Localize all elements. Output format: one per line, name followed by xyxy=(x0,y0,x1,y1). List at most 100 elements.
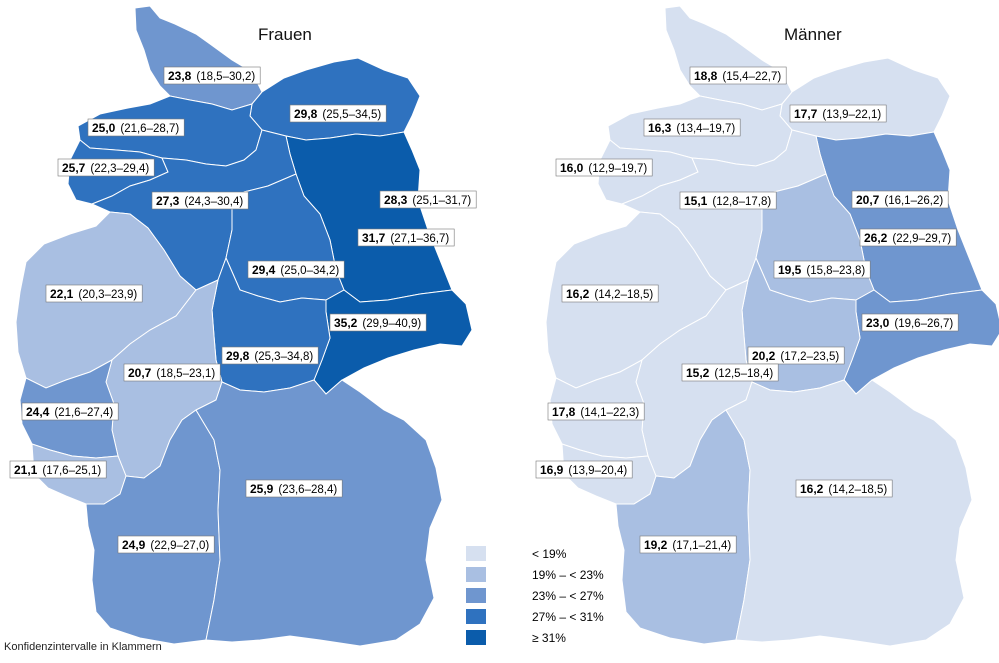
label-box xyxy=(859,228,957,247)
state-confidence-interval: (22,9–27,0) xyxy=(150,540,209,552)
state-confidence-interval: (25,3–34,8) xyxy=(254,351,313,363)
state-confidence-interval: (13,9–22,1) xyxy=(822,109,881,121)
region-mecklenburg-vorpommern xyxy=(249,57,421,141)
label-box xyxy=(57,158,155,177)
state-confidence-interval: (22,3–29,4) xyxy=(90,163,149,175)
label-box xyxy=(151,191,249,210)
state-label: 16,2 (14,2–18,5) xyxy=(561,284,659,303)
legend-label: < 19% xyxy=(532,547,567,561)
label-box xyxy=(851,190,949,209)
state-confidence-interval: (12,9–19,7) xyxy=(588,163,647,175)
state-confidence-interval: (16,1–26,2) xyxy=(884,195,943,207)
legend-label: 27% – < 31% xyxy=(532,610,604,624)
state-value: 16,2 xyxy=(800,482,824,496)
state-value: 25,0 xyxy=(92,121,116,135)
state-value: 16,2 xyxy=(566,287,590,301)
label-box xyxy=(21,402,119,421)
state-confidence-interval: (21,6–28,7) xyxy=(120,123,179,135)
state-value: 18,8 xyxy=(694,69,718,83)
state-confidence-interval: (12,8–17,8) xyxy=(712,196,771,208)
label-box xyxy=(289,104,387,123)
state-label: 31,7 (27,1–36,7) xyxy=(357,228,455,247)
label-box xyxy=(689,66,787,85)
state-value: 25,7 xyxy=(62,161,86,175)
state-confidence-interval: (14,2–18,5) xyxy=(594,289,653,301)
state-confidence-interval: (17,1–21,4) xyxy=(672,540,731,552)
state-confidence-interval: (17,6–25,1) xyxy=(42,465,101,477)
state-confidence-interval: (21,6–27,4) xyxy=(54,407,113,419)
state-label: 21,1 (17,6–25,1) xyxy=(9,460,107,479)
legend-label: 23% – < 27% xyxy=(532,589,604,603)
label-box xyxy=(123,363,221,382)
legend-swatch xyxy=(466,546,486,561)
state-label: 20,7 (18,5–23,1) xyxy=(123,363,221,382)
state-label: 16,0 (12,9–19,7) xyxy=(555,158,653,177)
state-value: 21,1 xyxy=(14,463,38,477)
label-box xyxy=(789,104,887,123)
region-bayern xyxy=(725,379,973,647)
state-confidence-interval: (19,6–26,7) xyxy=(894,318,953,330)
state-confidence-interval: (15,4–22,7) xyxy=(722,71,781,83)
label-box xyxy=(221,346,319,365)
state-label: 17,8 (14,1–22,3) xyxy=(547,402,645,421)
label-box xyxy=(9,460,107,479)
state-value: 15,1 xyxy=(684,194,708,208)
state-value: 22,1 xyxy=(50,287,74,301)
state-label: 23,8 (18,5–30,2) xyxy=(163,66,261,85)
legend-swatch xyxy=(466,609,486,624)
state-value: 15,2 xyxy=(686,366,710,380)
label-box xyxy=(245,479,343,498)
state-value: 25,9 xyxy=(250,482,274,496)
label-box xyxy=(117,535,215,554)
state-value: 31,7 xyxy=(362,231,386,245)
state-value: 26,2 xyxy=(864,231,888,245)
state-label: 25,0 (21,6–28,7) xyxy=(87,118,185,137)
state-label: 26,2 (22,9–29,7) xyxy=(859,228,957,247)
state-label: 25,7 (22,3–29,4) xyxy=(57,158,155,177)
region-mecklenburg-vorpommern xyxy=(779,57,951,141)
state-label: 22,1 (20,3–23,9) xyxy=(45,284,143,303)
value-labels: 23,8 (18,5–30,2) 29,8 (25,5–34,5) 25,0 (21,6–… xyxy=(9,66,959,554)
state-value: 28,3 xyxy=(384,193,408,207)
label-box xyxy=(747,346,845,365)
state-label: 18,8 (15,4–22,7) xyxy=(689,66,787,85)
state-confidence-interval: (20,3–23,9) xyxy=(78,289,137,301)
state-label: 27,3 (24,3–30,4) xyxy=(151,191,249,210)
state-label: 25,9 (23,6–28,4) xyxy=(245,479,343,498)
state-confidence-interval: (13,9–20,4) xyxy=(568,465,627,477)
label-box xyxy=(45,284,143,303)
state-label: 24,4 (21,6–27,4) xyxy=(21,402,119,421)
label-box xyxy=(535,460,633,479)
label-box xyxy=(861,313,959,332)
label-box xyxy=(681,363,779,382)
state-confidence-interval: (15,8–23,8) xyxy=(806,265,865,277)
state-confidence-interval: (23,6–28,4) xyxy=(278,484,337,496)
state-value: 29,8 xyxy=(294,107,318,121)
state-value: 24,4 xyxy=(26,405,50,419)
state-value: 16,3 xyxy=(648,121,672,135)
state-label: 16,2 (14,2–18,5) xyxy=(795,479,893,498)
region-sachsen xyxy=(843,289,999,395)
state-value: 23,8 xyxy=(168,69,192,83)
label-box xyxy=(247,260,345,279)
state-confidence-interval: (25,1–31,7) xyxy=(412,195,471,207)
legend-label: ≥ 31% xyxy=(532,631,566,645)
state-value: 16,9 xyxy=(540,463,564,477)
state-label: 15,2 (12,5–18,4) xyxy=(681,363,779,382)
label-box xyxy=(679,191,777,210)
label-box xyxy=(547,402,645,421)
state-value: 27,3 xyxy=(156,194,180,208)
footnote: Konfidenzintervalle in Klammern xyxy=(4,641,162,653)
legend: < 19% 19% – < 23% 23% – < 27% 27% – < 31% ≥ … xyxy=(466,546,604,645)
state-label: 16,3 (13,4–19,7) xyxy=(643,118,741,137)
label-box xyxy=(163,66,261,85)
state-confidence-interval: (17,2–23,5) xyxy=(780,351,839,363)
state-confidence-interval: (14,1–22,3) xyxy=(580,407,639,419)
state-confidence-interval: (13,4–19,7) xyxy=(676,123,735,135)
label-box xyxy=(773,260,871,279)
label-box xyxy=(555,158,653,177)
state-label: 15,1 (12,8–17,8) xyxy=(679,191,777,210)
state-value: 16,0 xyxy=(560,161,584,175)
state-label: 28,3 (25,1–31,7) xyxy=(379,190,477,209)
label-box xyxy=(87,118,185,137)
